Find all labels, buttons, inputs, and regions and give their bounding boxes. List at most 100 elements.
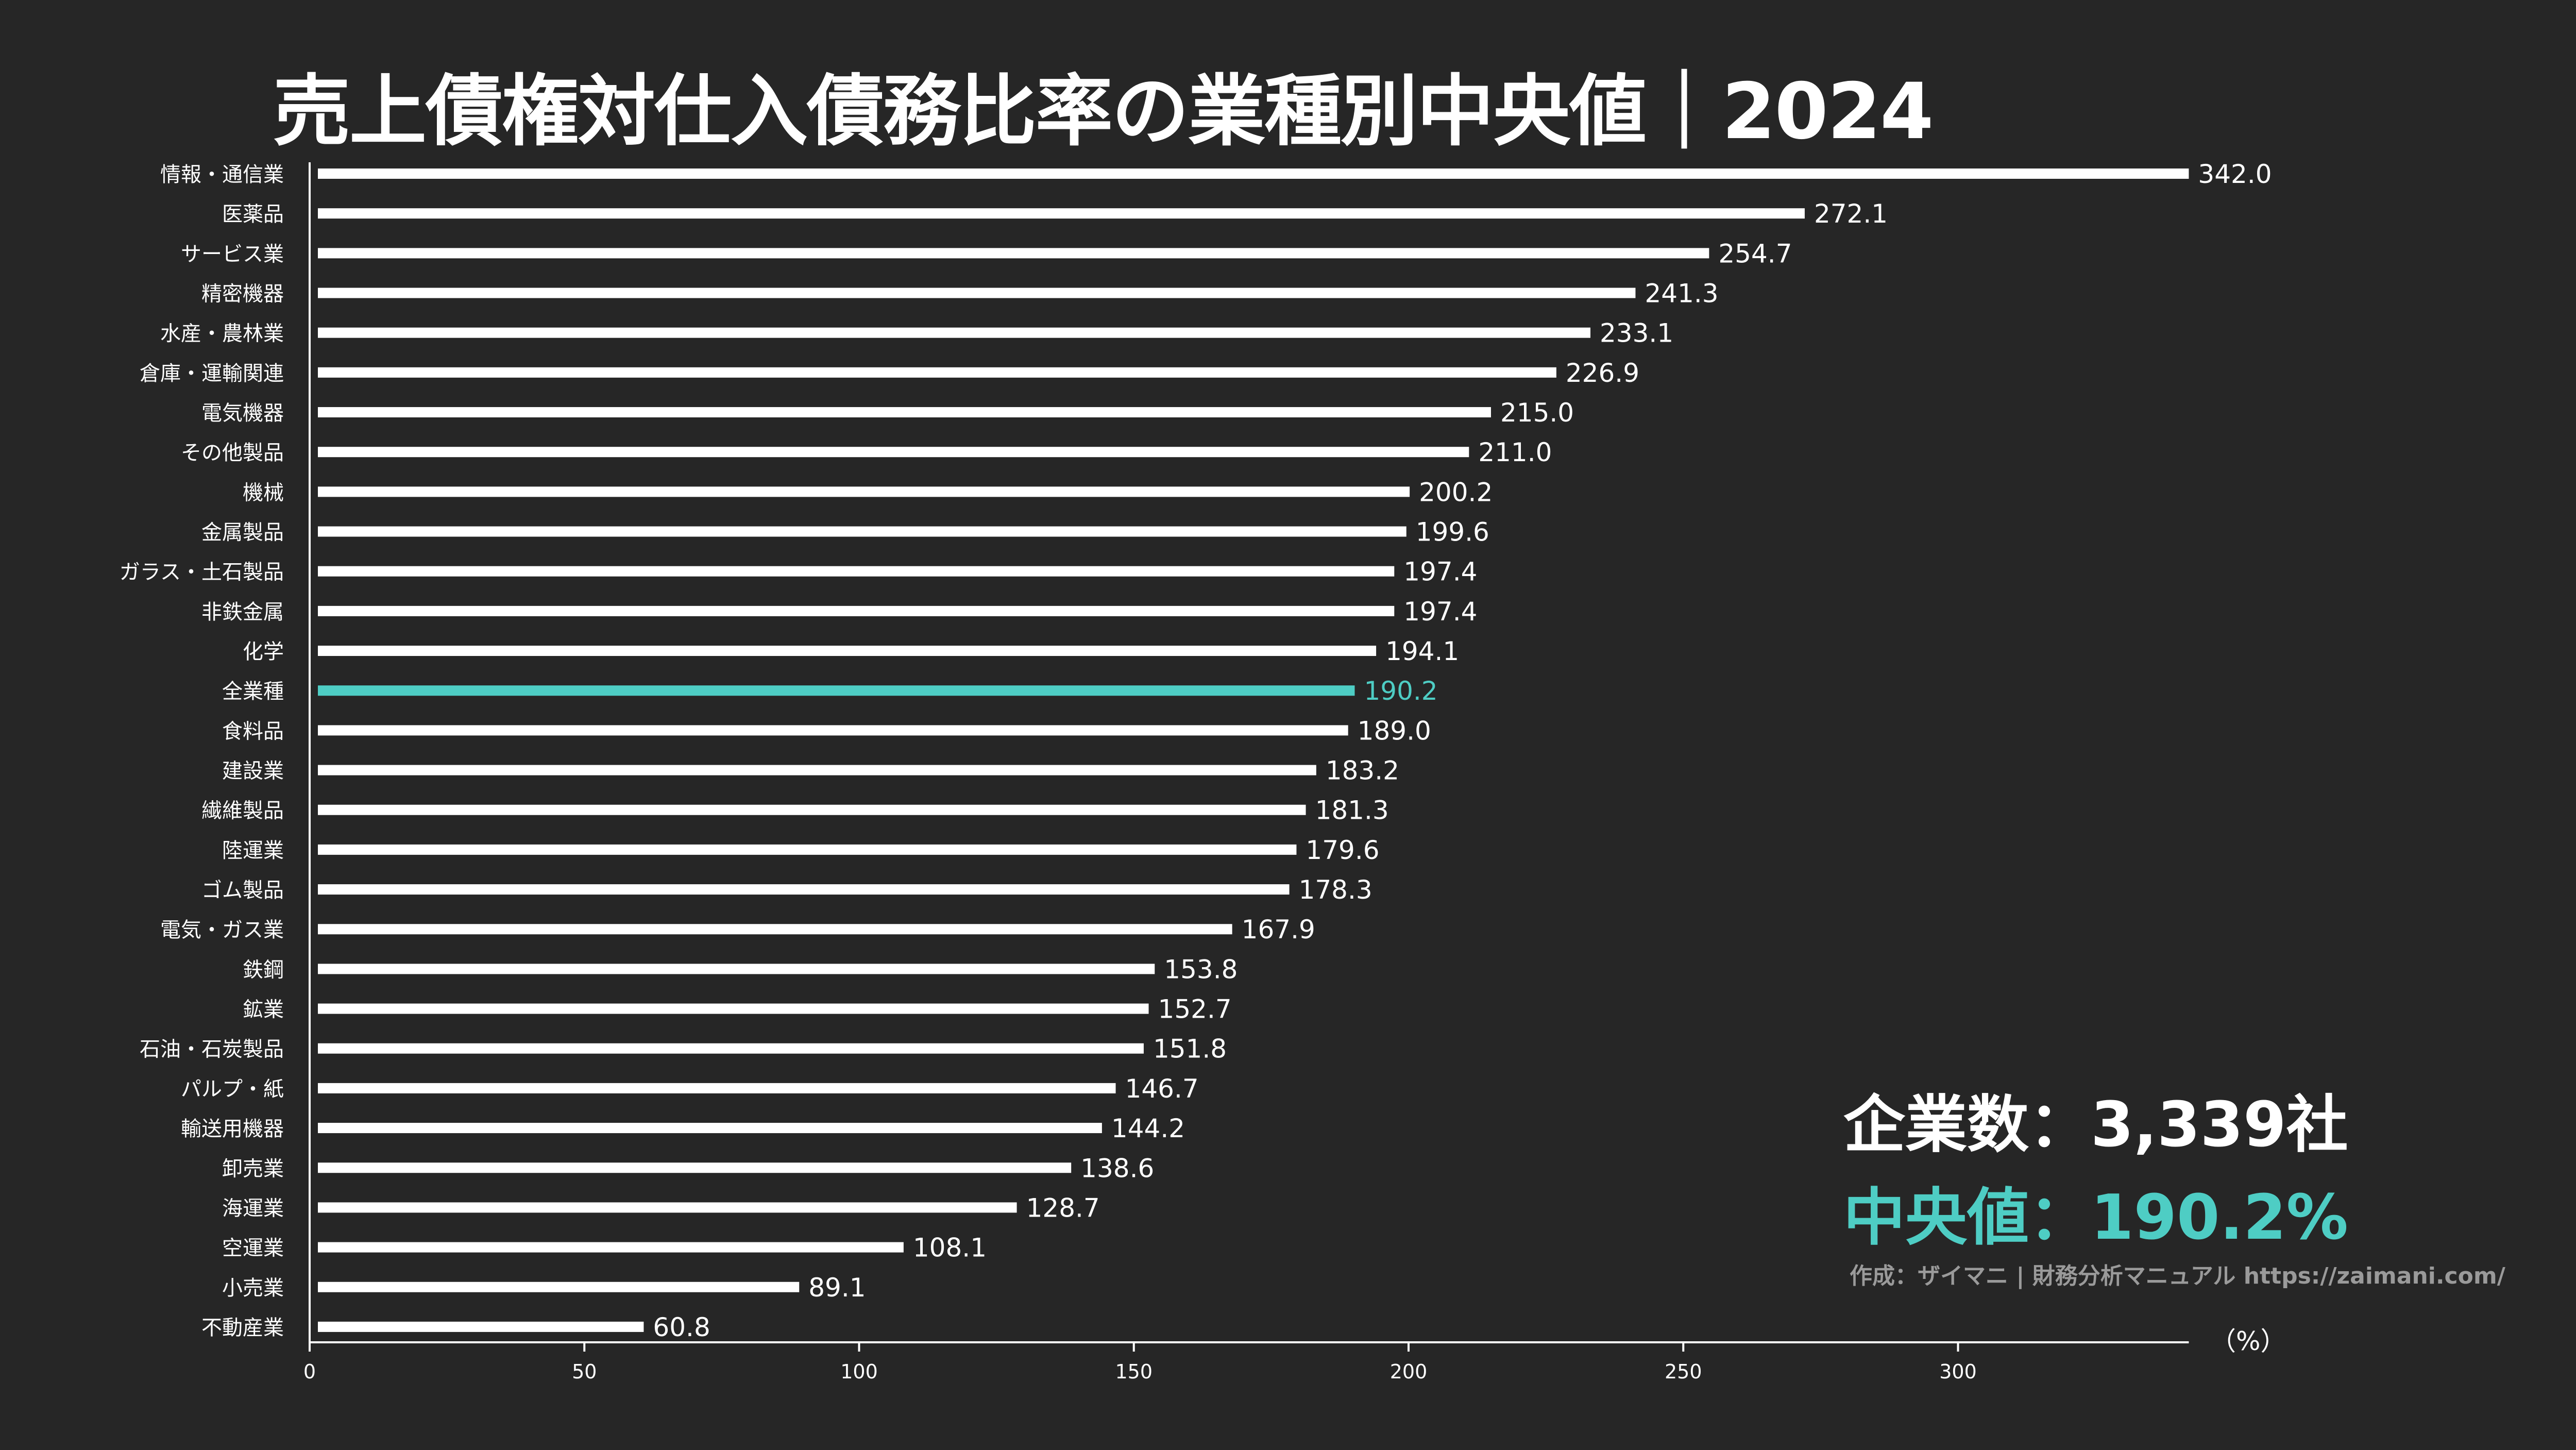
bar-21 <box>318 964 1155 974</box>
value-label-15: 189.0 <box>1358 716 1431 746</box>
bar-22 <box>318 1003 1149 1014</box>
value-label-29: 89.1 <box>808 1273 866 1303</box>
value-label-3: 254.7 <box>1718 239 1792 268</box>
company-count-value: 3,339社 <box>2091 1089 2348 1161</box>
bar-7 <box>318 407 1491 418</box>
bars-layer <box>318 168 2189 1332</box>
category-label-28: 空運業 <box>222 1237 284 1260</box>
bar-3 <box>318 248 1709 259</box>
bar-10 <box>318 526 1406 537</box>
value-label-24: 146.7 <box>1125 1074 1199 1104</box>
value-label-13: 194.1 <box>1385 636 1459 666</box>
x-axis: 0 50 100 150 200 250 300 （%） <box>303 162 2286 1383</box>
value-label-6: 226.9 <box>1566 358 1639 388</box>
bar-24 <box>318 1083 1116 1093</box>
category-labels-layer: 情報・通信業医薬品サービス業精密機器水産・農林業倉庫・運輸関連電気機器その他製品… <box>120 163 284 1340</box>
category-label-29: 小売業 <box>222 1276 284 1300</box>
bar-5 <box>318 327 1591 338</box>
value-label-30: 60.8 <box>653 1312 710 1342</box>
bar-28 <box>318 1242 904 1253</box>
value-label-22: 152.7 <box>1158 994 1232 1024</box>
bar-4 <box>318 288 1636 298</box>
value-label-26: 138.6 <box>1080 1153 1154 1183</box>
category-label-9: 機械 <box>243 481 284 504</box>
value-label-1: 342.0 <box>2198 159 2272 189</box>
bar-23 <box>318 1043 1144 1054</box>
category-label-24: パルプ・紙 <box>181 1077 284 1101</box>
category-label-3: サービス業 <box>181 242 284 266</box>
bar-1 <box>318 168 2189 179</box>
value-label-19: 178.3 <box>1299 875 1372 905</box>
category-label-12: 非鉄金属 <box>201 600 284 624</box>
x-tick-label-250: 250 <box>1665 1360 1702 1383</box>
x-tick-label-0: 0 <box>303 1360 316 1383</box>
x-tick-label-50: 50 <box>572 1360 597 1383</box>
x-tick-label-300: 300 <box>1939 1360 1977 1383</box>
bar-12 <box>318 605 1395 616</box>
value-label-17: 181.3 <box>1315 796 1389 825</box>
category-label-20: 電気・ガス業 <box>160 918 284 942</box>
value-label-16: 183.2 <box>1326 756 1399 786</box>
category-label-19: ゴム製品 <box>201 879 284 902</box>
category-label-27: 海運業 <box>222 1196 284 1220</box>
value-label-28: 108.1 <box>913 1233 987 1263</box>
bar-15 <box>318 725 1348 736</box>
value-label-2: 272.1 <box>1814 199 1888 229</box>
category-label-30: 不動産業 <box>201 1316 284 1340</box>
bar-11 <box>318 566 1395 577</box>
value-label-21: 153.8 <box>1164 954 1238 984</box>
bar-26 <box>318 1162 1072 1173</box>
credit-text: 作成：ザイマニ | 財務分析マニュアル https://zaimani.com/ <box>1850 1263 2505 1289</box>
value-label-12: 197.4 <box>1403 597 1477 627</box>
bar-17 <box>318 804 1306 815</box>
value-label-14: 190.2 <box>1364 676 1437 706</box>
bar-16 <box>318 765 1316 775</box>
bar-13 <box>318 646 1377 656</box>
x-tick-label-100: 100 <box>840 1360 878 1383</box>
bar-2 <box>318 208 1805 219</box>
category-label-13: 化学 <box>243 640 284 664</box>
bar-9 <box>318 486 1410 497</box>
x-axis-unit-label: （%） <box>2210 1326 2286 1356</box>
x-tick-label-150: 150 <box>1115 1360 1153 1383</box>
category-label-6: 倉庫・運輸関連 <box>140 362 284 385</box>
x-tick-label-200: 200 <box>1390 1360 1428 1383</box>
value-label-23: 151.8 <box>1153 1034 1227 1064</box>
category-label-21: 鉄鋼 <box>243 958 284 982</box>
median-label: 中央値： <box>1843 1182 2091 1254</box>
value-label-7: 215.0 <box>1500 398 1574 428</box>
category-label-16: 建設業 <box>222 760 284 783</box>
value-label-4: 241.3 <box>1645 279 1718 309</box>
bar-18 <box>318 844 1297 855</box>
company-count-stat: 企業数：3,339社 <box>1843 1074 2348 1164</box>
category-label-7: 電気機器 <box>201 401 284 425</box>
company-count-label: 企業数： <box>1843 1089 2091 1161</box>
category-label-14: 全業種 <box>222 680 284 703</box>
category-label-26: 卸売業 <box>222 1157 284 1181</box>
category-label-1: 情報・通信業 <box>160 163 284 187</box>
value-label-20: 167.9 <box>1242 915 1315 945</box>
category-label-23: 石油・石炭製品 <box>140 1038 284 1061</box>
bar-19 <box>318 884 1290 895</box>
category-label-11: ガラス・土石製品 <box>120 561 284 584</box>
category-label-17: 繊維製品 <box>201 799 284 823</box>
category-label-2: 医薬品 <box>222 203 284 226</box>
category-label-10: 金属製品 <box>201 521 284 545</box>
bar-25 <box>318 1123 1102 1134</box>
bar-14 <box>318 685 1355 696</box>
chart-title: 売上債権対仕入債務比率の業種別中央値｜2024 <box>273 67 1934 157</box>
value-label-5: 233.1 <box>1600 318 1673 348</box>
bar-29 <box>318 1282 800 1292</box>
category-label-8: その他製品 <box>181 441 284 465</box>
category-label-5: 水産・農林業 <box>160 322 284 346</box>
median-value: 190.2% <box>2091 1182 2348 1254</box>
bar-27 <box>318 1202 1017 1213</box>
category-label-15: 食料品 <box>222 719 284 743</box>
value-label-9: 200.2 <box>1419 477 1493 507</box>
category-label-4: 精密機器 <box>201 282 284 306</box>
value-label-8: 211.0 <box>1478 437 1552 467</box>
value-label-18: 179.6 <box>1306 835 1379 865</box>
value-label-10: 199.6 <box>1416 517 1489 547</box>
